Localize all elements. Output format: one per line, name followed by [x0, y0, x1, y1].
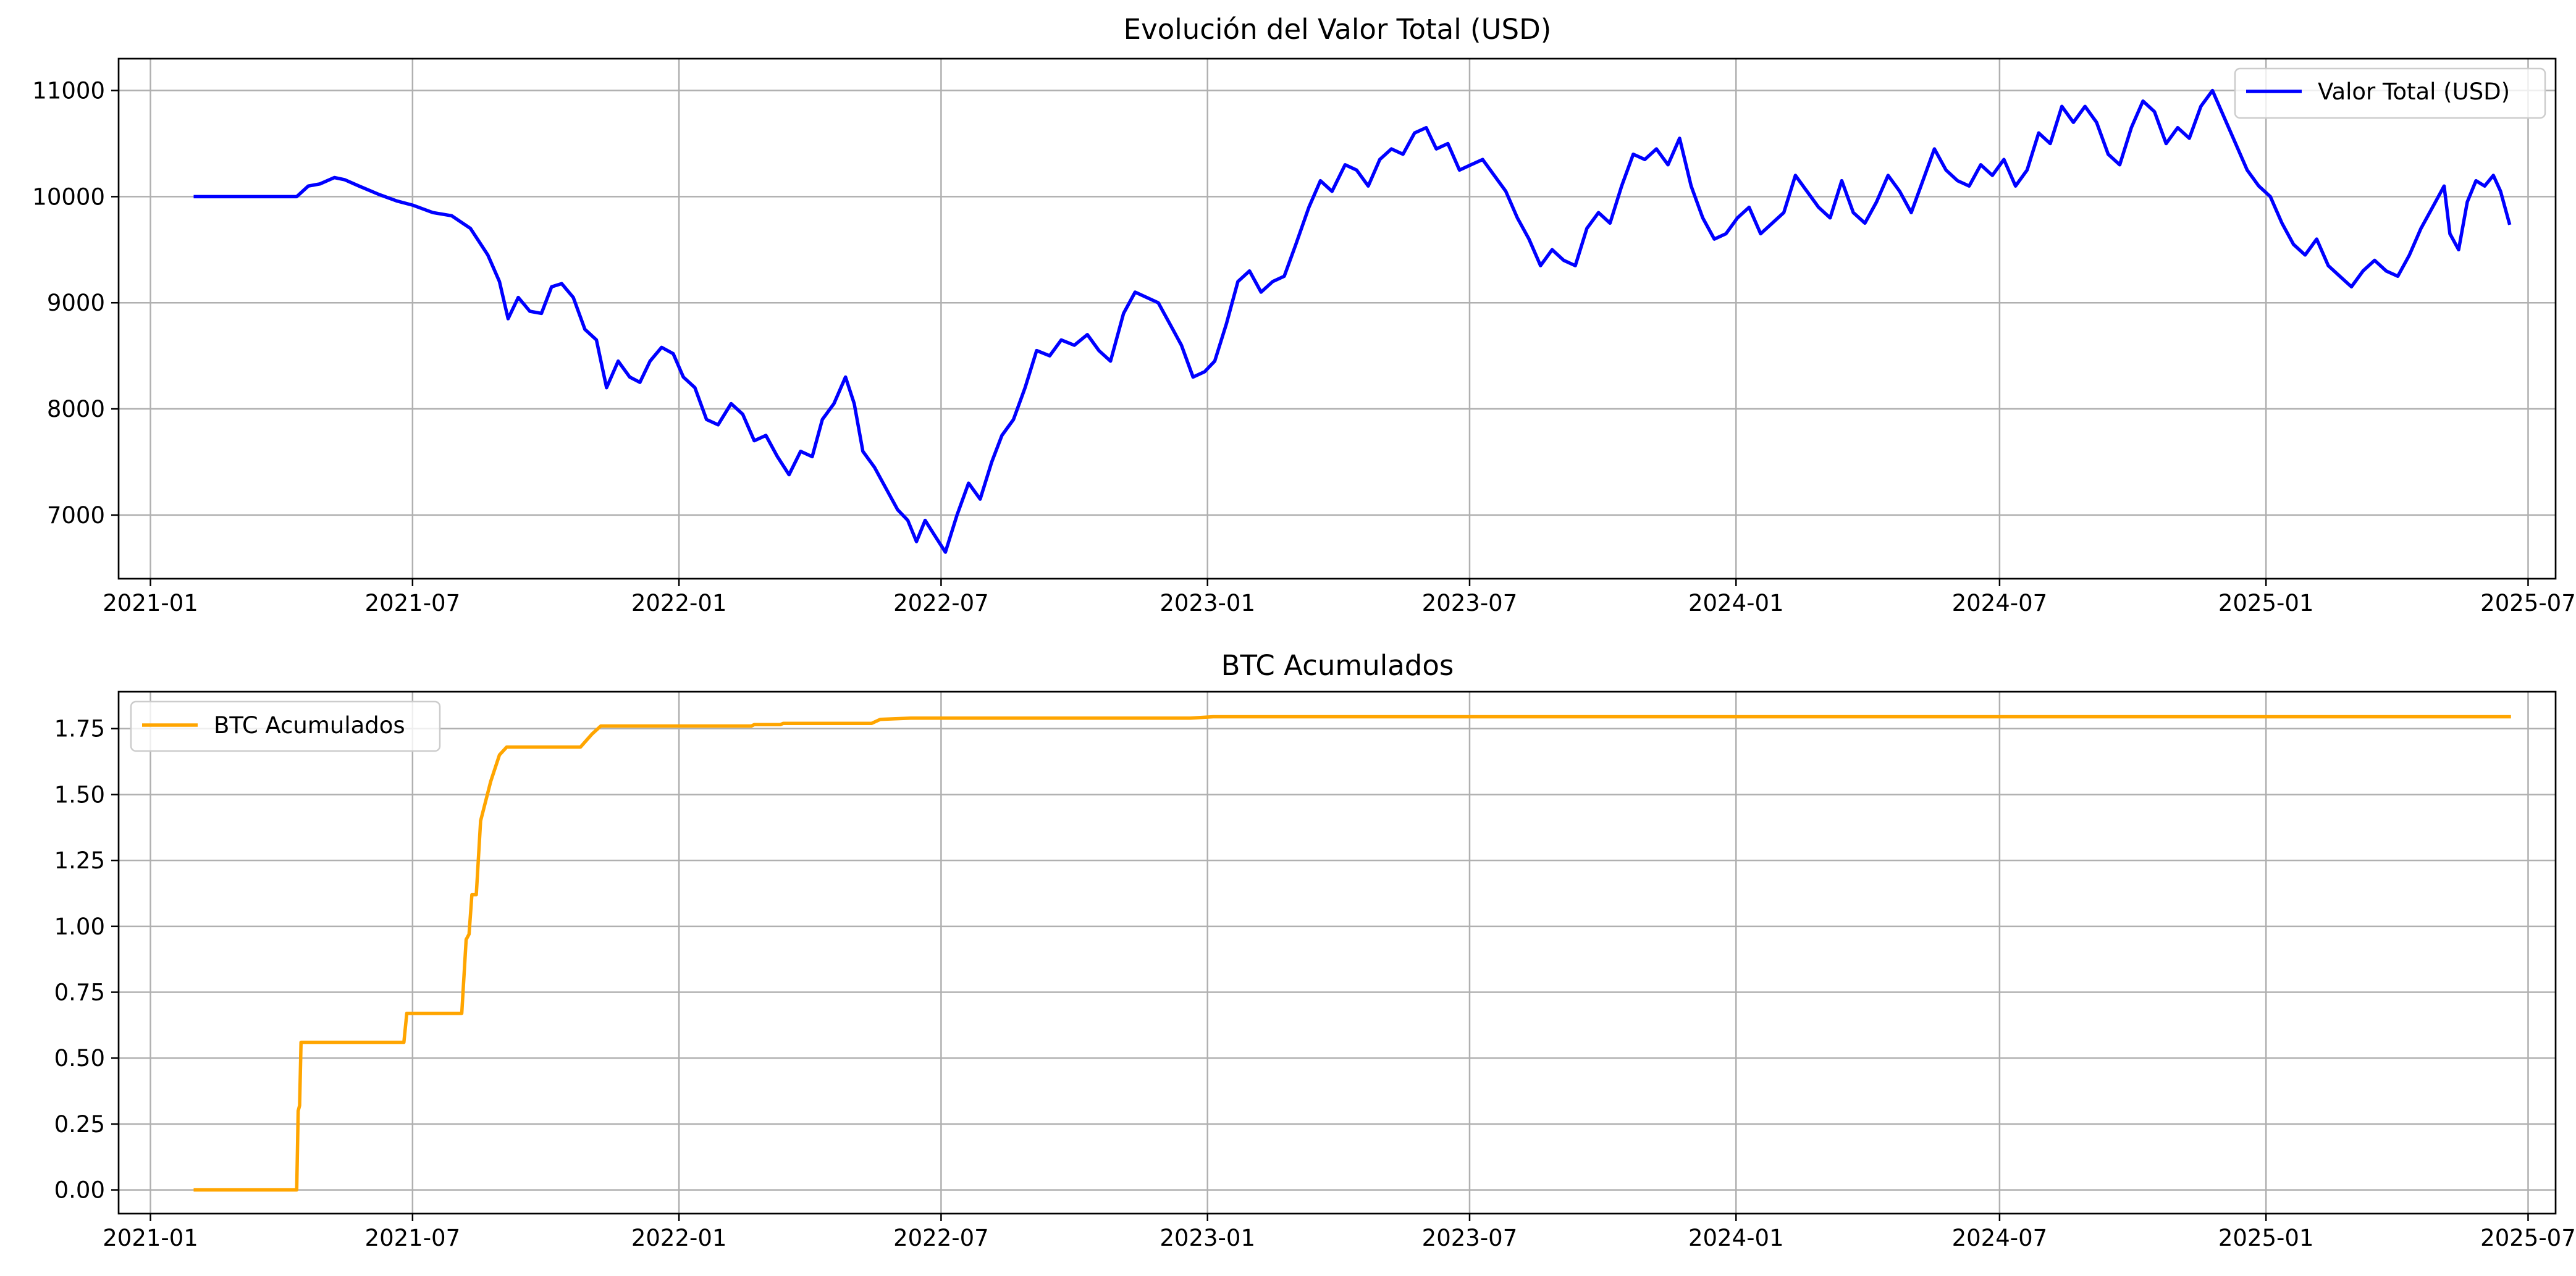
y-tick-label: 9000: [47, 290, 105, 316]
plot-frame: [117, 57, 2557, 580]
chart-btc-acumulados: BTC Acumulados 2021-01 2021-07 2022-01 2022…: [54, 649, 2576, 1251]
x-tick-label: 2023-01: [1160, 590, 1255, 616]
x-tick-label: 2021-01: [103, 1225, 198, 1251]
x-tick-label: 2023-07: [1422, 1225, 1518, 1251]
series-group: [193, 88, 2512, 554]
chart-title: BTC Acumulados: [1221, 649, 1454, 682]
y-tick-label: 1.75: [54, 716, 105, 742]
y-tick-label: 1.50: [54, 781, 105, 808]
y-tick-label: 0.25: [54, 1111, 105, 1138]
x-tick-label: 2024-07: [1952, 590, 2048, 616]
y-tick-label: 7000: [47, 502, 105, 529]
y-tick-label: 10000: [32, 183, 105, 210]
x-tick-label: 2025-01: [2218, 590, 2314, 616]
grid: [119, 692, 2556, 1214]
legend-box: [130, 700, 441, 752]
y-tick-label: 0.75: [54, 980, 105, 1006]
series-line: [193, 715, 2511, 1192]
y-tick-label: 8000: [47, 396, 105, 422]
legend: Valor Total (USD): [2234, 67, 2546, 119]
y-tick-label: 0.00: [54, 1177, 105, 1204]
x-tick-label: 2025-07: [2480, 590, 2576, 616]
series-line: [193, 88, 2512, 554]
grid: [119, 59, 2556, 579]
x-tick-label: 2023-01: [1160, 1225, 1255, 1251]
x-tick-label: 2022-07: [893, 590, 989, 616]
x-tick-label: 2025-07: [2480, 1225, 2576, 1251]
y-tick-label: 11000: [32, 78, 105, 104]
x-tick-label: 2023-07: [1422, 590, 1518, 616]
y-axis: 7000 8000 9000 10000 11000: [32, 78, 119, 529]
x-tick-label: 2024-07: [1952, 1225, 2048, 1251]
x-tick-label: 2024-01: [1688, 590, 1784, 616]
y-axis: 0.00 0.25 0.50 0.75 1.00 1.25 1.50 1.75: [54, 716, 119, 1204]
x-tick-label: 2024-01: [1688, 1225, 1784, 1251]
x-tick-label: 2022-01: [631, 590, 727, 616]
x-axis: 2021-01 2021-07 2022-01 2022-07 2023-01 2023-…: [103, 579, 2576, 616]
x-tick-label: 2025-01: [2218, 1225, 2314, 1251]
x-tick-label: 2021-07: [365, 590, 461, 616]
legend-label: BTC Acumulados: [214, 712, 405, 739]
legend-box: [2234, 67, 2546, 119]
y-tick-label: 1.00: [54, 913, 105, 940]
chart-valor-total: Evolución del Valor Total (USD) 2021-01 2…: [32, 13, 2575, 616]
y-tick-label: 0.50: [54, 1045, 105, 1072]
plot-frame: [117, 690, 2557, 1215]
x-tick-label: 2021-07: [365, 1225, 461, 1251]
x-tick-label: 2021-01: [103, 590, 198, 616]
y-tick-label: 1.25: [54, 847, 105, 874]
legend: BTC Acumulados: [130, 700, 441, 752]
x-axis: 2021-01 2021-07 2022-01 2022-07 2023-01 2023-…: [103, 1214, 2576, 1251]
x-tick-label: 2022-07: [893, 1225, 989, 1251]
chart-title: Evolución del Valor Total (USD): [1124, 13, 1552, 46]
x-tick-label: 2022-01: [631, 1225, 727, 1251]
legend-label: Valor Total (USD): [2318, 78, 2510, 105]
series-group: [193, 715, 2511, 1192]
